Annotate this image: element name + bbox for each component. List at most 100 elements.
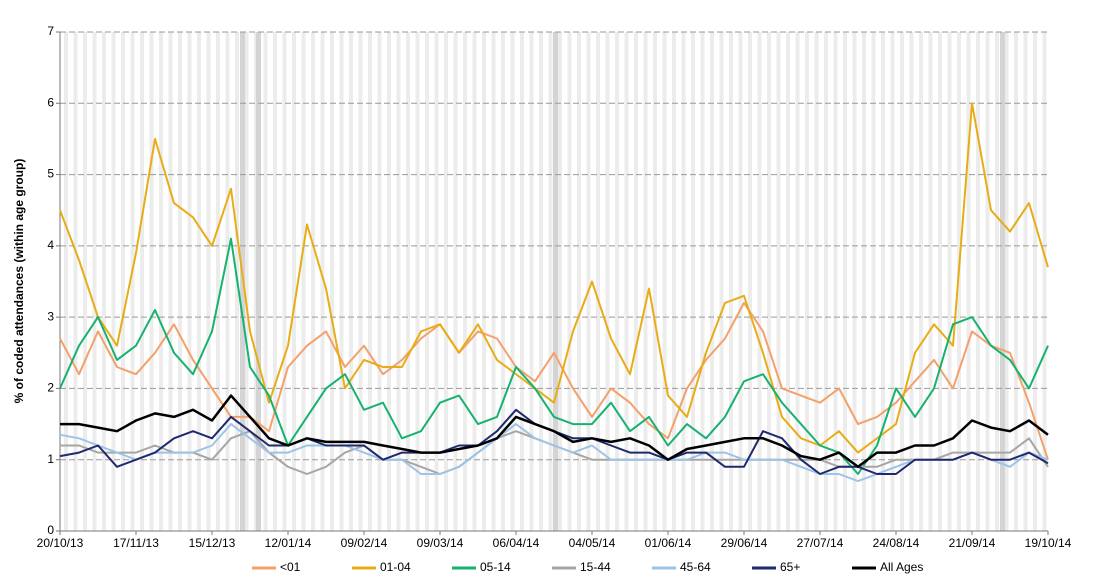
background-stripe — [643, 32, 648, 531]
background-stripe — [377, 32, 382, 531]
background-stripe — [729, 32, 733, 531]
legend-label: All Ages — [880, 560, 923, 574]
background-stripe — [1000, 32, 1005, 531]
background-stripe — [273, 32, 277, 531]
background-stripe — [757, 32, 762, 531]
background-stripe — [1004, 32, 1009, 531]
series-line — [59, 102, 1049, 454]
background-stripe — [596, 32, 600, 531]
background-stripe — [824, 32, 828, 531]
background-stripe — [121, 32, 125, 531]
background-stripe — [406, 32, 410, 531]
legend-label: 45-64 — [680, 560, 711, 574]
y-tick-label: 6 — [47, 95, 54, 109]
background-stripe — [216, 32, 220, 531]
background-stripe — [282, 32, 287, 531]
background-stripe — [881, 32, 885, 531]
background-stripe — [843, 32, 847, 531]
background-stripe — [653, 32, 657, 531]
background-stripe — [634, 32, 638, 531]
background-stripe — [909, 32, 914, 531]
background-stripe — [387, 32, 391, 531]
background-stripe — [168, 32, 173, 531]
background-stripe — [453, 32, 458, 531]
legend-label: 15-44 — [580, 560, 611, 574]
background-stripe — [256, 32, 261, 531]
background-stripe — [786, 32, 790, 531]
background-stripe — [995, 32, 999, 531]
background-stripe — [900, 32, 904, 531]
background-stripe — [976, 32, 980, 531]
background-stripe — [102, 32, 106, 531]
background-stripe — [700, 32, 705, 531]
background-stripe — [311, 32, 315, 531]
background-stripe — [919, 32, 923, 531]
background-stripe — [520, 32, 524, 531]
x-tick-label: 01/06/14 — [645, 536, 692, 550]
background-stripe — [491, 32, 496, 531]
y-axis-title: % of coded attendances (within age group… — [12, 159, 26, 404]
background-stripe — [691, 32, 695, 531]
background-stripe — [64, 32, 68, 531]
background-stripe — [482, 32, 486, 531]
x-tick-label: 21/09/14 — [949, 536, 996, 550]
background-stripe — [586, 32, 591, 531]
background-stripe — [111, 32, 116, 531]
background-stripe — [767, 32, 771, 531]
background-stripe — [710, 32, 714, 531]
y-tick-label: 0 — [47, 523, 54, 537]
background-stripe — [890, 32, 895, 531]
background-stripe — [567, 32, 572, 531]
y-tick-label: 7 — [47, 24, 54, 38]
background-stripe — [178, 32, 182, 531]
background-stripe — [444, 32, 448, 531]
background-stripe — [938, 32, 942, 531]
background-stripe — [187, 32, 192, 531]
x-tick-label: 27/07/14 — [797, 536, 844, 550]
background-stripe — [719, 32, 724, 531]
background-stripe — [244, 32, 249, 531]
background-stripe — [1014, 32, 1018, 531]
background-stripe — [1042, 32, 1047, 531]
background-stripe — [966, 32, 971, 531]
x-tick-label: 04/05/14 — [569, 536, 616, 550]
background-stripe — [415, 32, 420, 531]
legend-label: 65+ — [780, 560, 800, 574]
background-stripe — [748, 32, 752, 531]
background-stripe — [73, 32, 78, 531]
legend-label: <01 — [280, 560, 301, 574]
background-stripe — [301, 32, 306, 531]
background-stripe — [1033, 32, 1037, 531]
background-stripe — [833, 32, 838, 531]
background-stripe — [197, 32, 201, 531]
background-stripe — [615, 32, 619, 531]
x-tick-label: 17/11/13 — [113, 536, 159, 550]
background-stripe — [1023, 32, 1028, 531]
background-stripe — [510, 32, 515, 531]
background-stripe — [396, 32, 401, 531]
background-stripe — [805, 32, 809, 531]
series-line — [59, 423, 1049, 483]
x-tick-label: 09/03/14 — [417, 536, 464, 550]
background-stripe — [795, 32, 800, 531]
background-stripe — [605, 32, 610, 531]
background-stripe — [206, 32, 211, 531]
background-stripe — [928, 32, 933, 531]
background-stripe — [425, 32, 429, 531]
series-line — [59, 237, 1049, 475]
background-stripe — [738, 32, 743, 531]
background-stripe — [349, 32, 353, 531]
x-tick-label: 06/04/14 — [493, 536, 540, 550]
background-stripe — [553, 32, 558, 531]
legend-label: 05-14 — [480, 560, 511, 574]
y-tick-label: 4 — [47, 238, 54, 252]
background-stripe — [368, 32, 372, 531]
y-tick-label: 5 — [47, 167, 54, 181]
series-line — [59, 301, 1049, 461]
background-stripe — [852, 32, 857, 531]
x-tick-label: 12/01/14 — [265, 536, 312, 550]
background-stripe — [985, 32, 990, 531]
x-tick-label: 09/02/14 — [341, 536, 388, 550]
background-stripe — [539, 32, 543, 531]
background-stripe — [263, 32, 268, 531]
